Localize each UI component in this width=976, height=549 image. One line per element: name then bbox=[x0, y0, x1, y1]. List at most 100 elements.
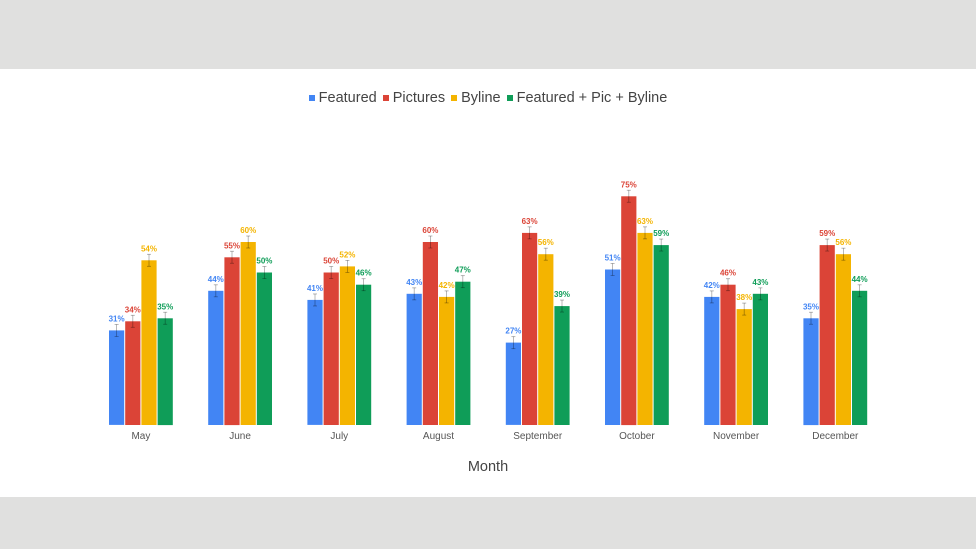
value-label-september-byline: 56% bbox=[538, 238, 554, 247]
bar-october-pictures bbox=[621, 196, 637, 426]
value-label-august-pictures: 60% bbox=[422, 226, 438, 235]
bar-august-pictures bbox=[422, 242, 438, 425]
value-label-july-byline: 52% bbox=[339, 250, 355, 259]
error-bar-september-featured bbox=[511, 336, 516, 350]
bar-september-pictures bbox=[522, 232, 538, 425]
value-label-september-featured-pic-byline: 39% bbox=[554, 290, 570, 299]
bar-august-featured-pic-byline bbox=[455, 281, 471, 425]
bar-october-byline bbox=[637, 232, 653, 425]
bar-june-byline bbox=[240, 242, 256, 425]
legend-swatch-featured bbox=[308, 95, 315, 101]
value-label-november-byline: 38% bbox=[736, 293, 752, 302]
bar-september-byline bbox=[538, 254, 554, 425]
chart-slide: Featured Pictures Byline Featured + Pic … bbox=[0, 69, 976, 497]
value-label-august-featured-pic-byline: 47% bbox=[455, 266, 471, 275]
error-bar-november-featured bbox=[709, 290, 714, 304]
error-bar-may-featured bbox=[114, 324, 119, 337]
legend-item-byline: Byline bbox=[451, 90, 501, 106]
error-bar-may-byline bbox=[147, 253, 151, 267]
bar-august-featured bbox=[406, 293, 422, 425]
value-label-november-featured-pic-byline: 43% bbox=[752, 278, 768, 287]
value-label-august-byline: 42% bbox=[439, 281, 455, 290]
error-bar-june-pictures bbox=[230, 250, 234, 264]
error-bar-december-featured-pic-byline bbox=[857, 284, 862, 298]
bar-august-byline bbox=[439, 296, 455, 425]
x-tick-label-june: June bbox=[229, 431, 251, 442]
value-label-september-pictures: 63% bbox=[522, 217, 538, 226]
error-bar-december-byline bbox=[841, 247, 846, 261]
bar-june-featured bbox=[208, 290, 224, 425]
bar-september-featured-pic-byline bbox=[554, 306, 570, 425]
bar-october-featured-pic-byline bbox=[653, 245, 669, 425]
error-bar-june-featured-pic-byline bbox=[262, 266, 267, 279]
legend-swatch-combined bbox=[506, 95, 513, 101]
value-label-december-byline: 56% bbox=[835, 238, 851, 247]
error-bar-october-featured bbox=[610, 263, 615, 276]
bar-july-byline bbox=[339, 266, 355, 425]
value-label-december-featured-pic-byline: 44% bbox=[852, 275, 868, 284]
legend-label-featured: Featured bbox=[318, 90, 377, 106]
error-bar-december-featured bbox=[809, 311, 813, 325]
chart-legend: Featured Pictures Byline Featured + Pic … bbox=[0, 90, 976, 106]
legend-swatch-pictures bbox=[382, 95, 389, 101]
bar-september-featured bbox=[505, 342, 521, 425]
value-label-july-featured: 41% bbox=[307, 284, 323, 293]
x-tick-label-december: December bbox=[812, 431, 859, 442]
error-bar-october-pictures bbox=[626, 189, 631, 203]
error-bar-november-byline bbox=[742, 302, 747, 316]
error-bar-june-byline bbox=[246, 235, 251, 249]
value-label-october-byline: 63% bbox=[637, 217, 653, 226]
x-tick-label-october: October bbox=[619, 431, 655, 442]
x-tick-label-august: August bbox=[423, 431, 454, 442]
value-label-may-featured: 31% bbox=[109, 314, 125, 323]
error-bar-october-byline bbox=[643, 226, 647, 240]
bar-may-pictures bbox=[125, 321, 141, 425]
bar-december-featured bbox=[803, 318, 819, 426]
value-label-july-featured-pic-byline: 46% bbox=[356, 269, 372, 278]
value-label-august-featured: 43% bbox=[406, 278, 422, 287]
error-bar-june-featured bbox=[213, 284, 218, 298]
x-tick-label-november: November bbox=[713, 431, 760, 442]
value-label-november-pictures: 46% bbox=[720, 269, 736, 278]
value-label-october-featured-pic-byline: 59% bbox=[653, 229, 669, 238]
error-bar-may-pictures bbox=[130, 314, 135, 328]
value-label-july-pictures: 50% bbox=[323, 257, 339, 266]
value-label-november-featured: 42% bbox=[704, 281, 720, 290]
bar-december-featured-pic-byline bbox=[852, 290, 868, 425]
bar-november-featured-pic-byline bbox=[752, 293, 768, 425]
x-tick-label-may: May bbox=[131, 431, 150, 442]
bar-chart-plot: 31%34%54%35%May44%55%60%50%June41%50%52%… bbox=[109, 180, 868, 442]
error-bar-september-pictures bbox=[527, 226, 532, 240]
error-bar-august-featured-pic-byline bbox=[460, 275, 465, 289]
error-bar-july-pictures bbox=[329, 266, 334, 279]
error-bar-august-byline bbox=[444, 290, 449, 304]
bar-may-byline bbox=[141, 260, 157, 425]
value-label-december-pictures: 59% bbox=[819, 229, 835, 238]
x-tick-label-september: September bbox=[513, 431, 563, 442]
legend-item-pictures: Pictures bbox=[382, 90, 445, 106]
legend-label-combined: Featured + Pic + Byline bbox=[516, 90, 668, 106]
error-bar-september-byline bbox=[543, 247, 548, 261]
x-tick-label-july: July bbox=[330, 431, 348, 442]
error-bar-july-featured bbox=[313, 293, 317, 307]
bar-november-byline bbox=[736, 309, 752, 425]
value-label-june-byline: 60% bbox=[240, 226, 256, 235]
value-label-june-featured-pic-byline: 50% bbox=[256, 257, 272, 266]
bar-july-featured bbox=[307, 299, 323, 425]
bar-may-featured bbox=[109, 330, 125, 425]
value-label-june-featured: 44% bbox=[208, 275, 224, 284]
error-bar-november-pictures bbox=[726, 278, 730, 292]
bar-december-byline bbox=[835, 254, 851, 425]
bar-june-featured-pic-byline bbox=[256, 272, 272, 425]
bar-june-pictures bbox=[224, 257, 240, 426]
error-bar-november-featured-pic-byline bbox=[758, 287, 763, 301]
x-axis-title: Month bbox=[467, 459, 509, 475]
value-label-may-byline: 54% bbox=[141, 244, 157, 253]
bar-december-pictures bbox=[819, 245, 835, 425]
value-label-october-featured: 51% bbox=[605, 254, 621, 263]
value-label-september-featured: 27% bbox=[505, 327, 521, 336]
error-bar-september-featured-pic-byline bbox=[560, 299, 564, 313]
legend-label-byline: Byline bbox=[461, 90, 501, 106]
value-label-december-featured: 35% bbox=[803, 302, 819, 311]
bar-may-featured-pic-byline bbox=[157, 318, 173, 426]
